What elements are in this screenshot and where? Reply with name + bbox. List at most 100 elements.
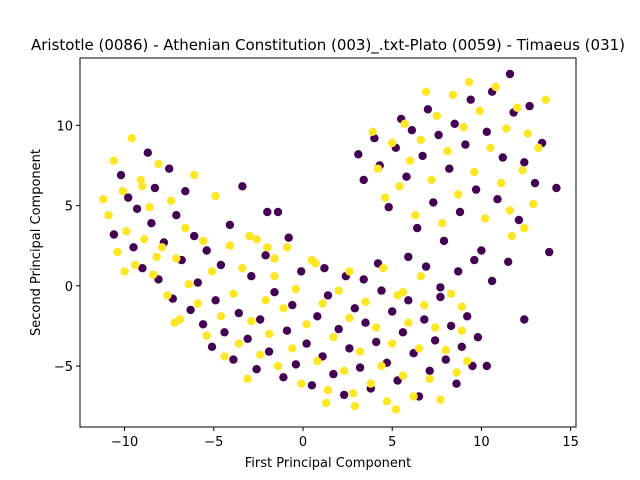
data-point: [355, 347, 365, 356]
data-point: [256, 350, 265, 359]
data-point: [279, 373, 288, 382]
data-point: [461, 140, 470, 149]
data-point: [247, 272, 256, 281]
data-point: [436, 395, 445, 404]
data-point: [181, 223, 190, 233]
data-point: [202, 246, 211, 255]
data-point: [138, 264, 147, 273]
data-point: [113, 247, 122, 257]
data-point: [416, 135, 425, 144]
data-point: [348, 389, 358, 398]
data-point: [425, 366, 434, 375]
y-axis-label: Second Principal Component: [29, 149, 44, 336]
data-point: [361, 318, 370, 327]
data-point: [384, 203, 393, 212]
data-point: [545, 247, 554, 257]
data-point: [170, 318, 179, 327]
data-point: [225, 241, 235, 250]
data-point: [482, 361, 491, 371]
data-point: [436, 292, 445, 302]
data-point: [452, 379, 461, 388]
data-point: [450, 119, 459, 128]
data-point: [297, 379, 306, 388]
data-point: [302, 339, 311, 348]
data-point: [359, 275, 368, 284]
data-point: [302, 320, 311, 329]
data-point: [405, 156, 415, 165]
data-point: [288, 300, 297, 310]
data-point: [313, 357, 322, 366]
data-point: [350, 401, 359, 411]
data-point: [404, 252, 413, 262]
data-point: [505, 69, 515, 79]
data-point: [329, 333, 338, 342]
data-point: [318, 299, 327, 308]
data-point: [459, 122, 468, 132]
data-point: [152, 252, 161, 262]
data-point: [377, 361, 386, 371]
data-point: [530, 178, 540, 188]
data-point: [116, 170, 126, 180]
data-point: [127, 134, 136, 143]
points-layer: [99, 69, 561, 414]
data-point: [211, 296, 220, 305]
data-point: [457, 302, 466, 311]
data-point: [418, 151, 427, 161]
data-point: [372, 337, 381, 347]
data-point: [438, 219, 447, 228]
data-point: [345, 344, 354, 353]
data-point: [491, 82, 500, 92]
data-point: [366, 379, 375, 388]
data-point: [163, 291, 172, 300]
data-point: [377, 286, 386, 295]
x-axis: −10 −5 0 5 10 15: [111, 427, 579, 450]
x-tick-label: 15: [562, 435, 579, 450]
y-tick-label: −5: [54, 360, 73, 375]
data-point: [368, 127, 377, 136]
data-point: [109, 230, 119, 239]
data-point: [402, 172, 411, 181]
data-point: [264, 347, 274, 356]
data-point: [252, 365, 261, 374]
data-point: [220, 328, 229, 337]
data-point: [320, 264, 329, 273]
data-point: [147, 219, 156, 228]
data-point: [132, 204, 142, 213]
data-point: [234, 339, 243, 348]
data-point: [486, 143, 495, 152]
data-point: [463, 357, 472, 366]
data-point: [216, 260, 226, 270]
data-point: [323, 385, 333, 395]
data-point: [345, 313, 354, 323]
data-point: [245, 231, 254, 241]
x-tick-label: 5: [388, 435, 396, 450]
data-point: [334, 286, 343, 295]
data-point: [373, 164, 383, 173]
data-point: [284, 233, 293, 242]
data-point: [443, 146, 452, 156]
data-point: [482, 127, 491, 136]
data-point: [329, 369, 338, 379]
data-point: [355, 363, 365, 372]
x-tick-label: −10: [111, 435, 138, 450]
data-point: [446, 289, 456, 298]
data-point: [512, 103, 522, 112]
data-point: [471, 185, 481, 194]
data-point: [263, 207, 272, 217]
data-point: [172, 211, 181, 220]
data-point: [425, 374, 434, 384]
plot-area-frame: [79, 57, 577, 428]
data-point: [124, 193, 133, 202]
data-point: [136, 175, 145, 185]
data-point: [409, 349, 418, 358]
data-point: [104, 211, 113, 220]
data-point: [211, 191, 220, 201]
data-point: [404, 318, 413, 327]
data-point: [238, 182, 247, 191]
data-point: [143, 148, 152, 157]
data-point: [243, 334, 252, 343]
data-point: [420, 315, 429, 324]
data-point: [382, 397, 392, 406]
data-point: [261, 296, 270, 305]
